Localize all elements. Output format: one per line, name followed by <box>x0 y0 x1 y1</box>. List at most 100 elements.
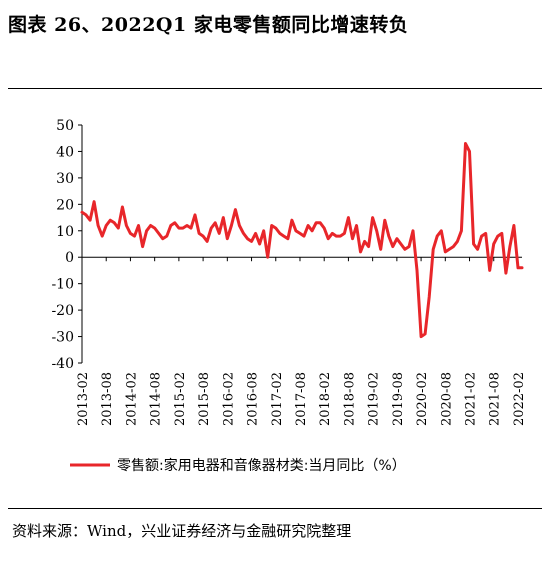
data-point <box>367 245 370 248</box>
data-point <box>424 332 427 335</box>
data-point <box>484 232 487 235</box>
data-point <box>181 227 184 230</box>
data-point <box>387 235 390 238</box>
data-point <box>359 250 362 253</box>
data-point <box>472 243 475 246</box>
y-tick-label: -40 <box>51 356 74 372</box>
figure-title: 图表 26、2022Q1 家电零售额同比增速转负 <box>8 14 409 36</box>
y-tick-label: 0 <box>65 250 74 266</box>
y-tick-label: -30 <box>51 330 74 346</box>
data-point <box>504 272 507 275</box>
data-point <box>173 221 176 224</box>
x-tick-label: 2014-02 <box>124 372 139 426</box>
data-point <box>222 216 225 219</box>
data-point <box>496 235 499 238</box>
data-point <box>282 235 285 238</box>
x-tick-label: 2021-08 <box>488 372 503 426</box>
data-point <box>343 232 346 235</box>
data-point <box>436 235 439 238</box>
data-point <box>242 232 245 235</box>
data-point <box>153 227 156 230</box>
x-tick-label: 2018-08 <box>342 372 357 426</box>
data-point <box>508 245 511 248</box>
data-point <box>375 229 378 232</box>
data-point <box>202 235 205 238</box>
data-point <box>214 221 217 224</box>
data-point <box>210 227 213 230</box>
data-point <box>395 237 398 240</box>
x-tick-label: 2019-02 <box>367 372 382 426</box>
x-tick-label: 2022-02 <box>512 372 527 426</box>
y-tick-label: 10 <box>56 224 74 240</box>
data-point <box>149 224 152 227</box>
x-tick-label: 2015-08 <box>197 372 212 426</box>
legend-label: 零售额:家用电器和音像器材类:当月同比（%） <box>117 457 406 474</box>
data-point <box>408 245 411 248</box>
data-point <box>460 229 463 232</box>
data-point <box>218 232 221 235</box>
data-point <box>113 221 116 224</box>
data-point <box>399 243 402 246</box>
data-point <box>416 269 419 272</box>
data-point <box>311 229 314 232</box>
data-point <box>274 227 277 230</box>
data-point <box>456 240 459 243</box>
data-point <box>141 245 144 248</box>
data-point <box>105 224 108 227</box>
data-point <box>226 237 229 240</box>
data-point <box>512 224 515 227</box>
bottom-rule <box>8 508 542 509</box>
data-point <box>157 232 160 235</box>
data-point <box>315 221 318 224</box>
data-point <box>444 250 447 253</box>
data-point <box>169 224 172 227</box>
data-point <box>121 206 124 209</box>
data-point <box>145 229 148 232</box>
data-point <box>500 232 503 235</box>
data-point <box>137 224 140 227</box>
data-point <box>492 243 495 246</box>
data-point <box>412 229 415 232</box>
data-point <box>294 229 297 232</box>
data-point <box>476 248 479 251</box>
y-tick-label: 20 <box>56 197 74 213</box>
data-point <box>278 232 281 235</box>
data-point <box>347 216 350 219</box>
x-tick-label: 2019-08 <box>391 372 406 426</box>
y-tick-label: -10 <box>51 277 74 293</box>
data-point <box>452 245 455 248</box>
data-point <box>303 235 306 238</box>
series-line <box>80 142 524 339</box>
data-point <box>488 269 491 272</box>
data-point <box>117 227 120 230</box>
data-point <box>371 216 374 219</box>
y-tick-label: -20 <box>51 303 74 319</box>
data-point <box>129 232 132 235</box>
data-point <box>190 227 193 230</box>
data-point <box>254 232 257 235</box>
data-point <box>286 237 289 240</box>
data-point <box>238 224 241 227</box>
data-point <box>517 266 520 269</box>
data-point <box>319 221 322 224</box>
data-point <box>234 208 237 211</box>
x-tick-label: 2020-02 <box>415 372 430 426</box>
data-point <box>161 237 164 240</box>
data-point <box>133 235 136 238</box>
data-point <box>420 335 423 338</box>
data-point <box>165 235 168 238</box>
data-point <box>468 150 471 153</box>
data-point <box>521 266 524 269</box>
y-tick-label: 50 <box>56 118 74 134</box>
data-point <box>383 219 386 222</box>
x-tick-label: 2013-02 <box>76 372 91 426</box>
x-tick-label: 2013-08 <box>100 372 115 426</box>
data-point <box>432 248 435 251</box>
data-point <box>177 227 180 230</box>
x-tick-label: 2015-02 <box>173 372 188 426</box>
data-point <box>250 240 253 243</box>
data-point <box>339 235 342 238</box>
x-tick-label: 2018-02 <box>318 372 333 426</box>
x-tick-label: 2020-08 <box>439 372 454 426</box>
data-point <box>290 219 293 222</box>
